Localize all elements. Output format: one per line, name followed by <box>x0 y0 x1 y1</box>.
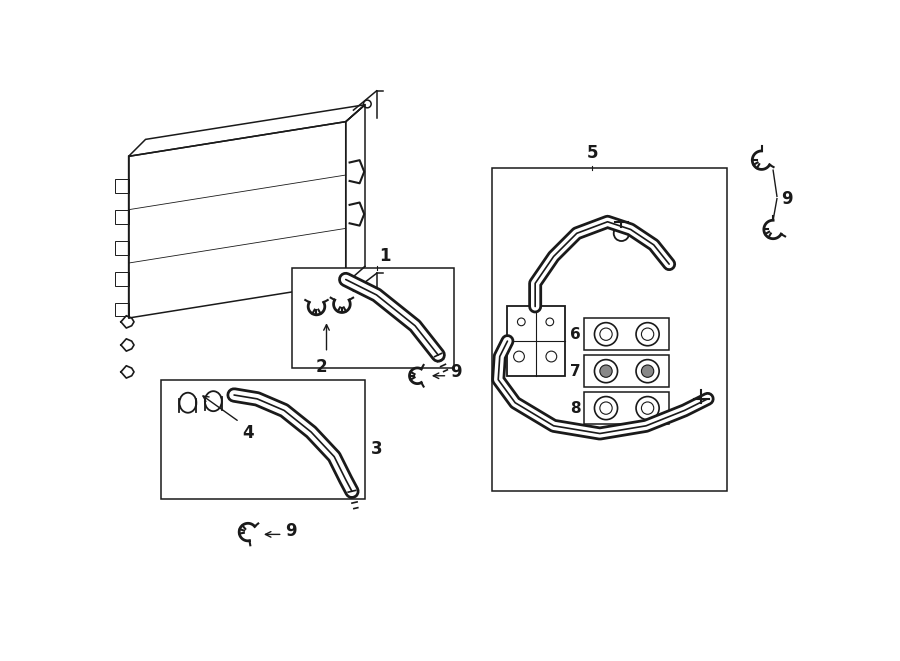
Text: 1: 1 <box>379 247 391 265</box>
Bar <box>115 179 129 193</box>
Text: 9: 9 <box>285 522 296 539</box>
Circle shape <box>599 365 612 377</box>
Text: 7: 7 <box>570 364 580 379</box>
Bar <box>584 392 670 424</box>
Bar <box>584 355 670 387</box>
Bar <box>161 379 365 499</box>
Text: 2: 2 <box>315 358 327 376</box>
Bar <box>115 272 129 286</box>
Bar <box>292 268 454 368</box>
Text: 6: 6 <box>570 327 580 342</box>
Bar <box>115 303 129 317</box>
Text: 8: 8 <box>570 401 580 416</box>
Text: 4: 4 <box>242 424 254 442</box>
Bar <box>492 168 727 491</box>
Text: 5: 5 <box>587 145 598 163</box>
Text: 9: 9 <box>781 190 792 208</box>
Bar <box>584 318 670 350</box>
Bar <box>115 210 129 224</box>
Circle shape <box>642 365 653 377</box>
Text: 3: 3 <box>371 440 382 458</box>
Bar <box>115 241 129 255</box>
Text: 9: 9 <box>450 363 462 381</box>
Bar <box>508 307 565 375</box>
